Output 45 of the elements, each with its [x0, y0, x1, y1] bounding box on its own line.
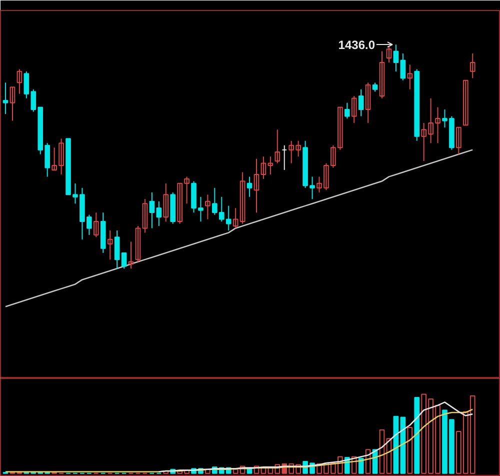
bar [414, 396, 420, 474]
candlestick [16, 68, 22, 94]
candlestick [274, 129, 280, 164]
candlestick [240, 172, 246, 224]
candlestick [205, 194, 210, 220]
candlestick [268, 156, 274, 175]
candlestick [344, 102, 350, 119]
candlestick [128, 241, 134, 270]
bar [232, 468, 238, 474]
bar [260, 466, 266, 474]
annotation: 1436.0 [338, 38, 376, 52]
bar [254, 466, 260, 474]
candlestick [163, 182, 169, 222]
candlestick [246, 176, 252, 198]
candlestick [470, 53, 476, 79]
candlestick [10, 86, 16, 122]
candlestick [58, 138, 64, 175]
candlestick [107, 230, 113, 260]
candlestick [198, 196, 204, 222]
bar [379, 429, 385, 474]
candlestick [93, 212, 99, 238]
candlestick [135, 225, 141, 262]
bar [351, 456, 357, 474]
candlestick [232, 208, 238, 229]
candlestick [121, 252, 127, 270]
candlestick [407, 64, 413, 90]
candlestick [2, 82, 8, 114]
candlestick [52, 147, 57, 170]
candlestick [114, 230, 120, 270]
bar [365, 449, 371, 474]
bar [205, 468, 210, 474]
bar [240, 466, 246, 474]
bar [407, 427, 413, 474]
candlestick [260, 156, 266, 180]
candlestick [462, 80, 468, 126]
bar [386, 438, 392, 474]
candlestick [142, 198, 148, 234]
bar [163, 470, 169, 474]
candlestick [358, 88, 364, 117]
candlestick [254, 158, 260, 214]
candlestick [212, 187, 218, 216]
candlestick [456, 126, 462, 155]
candlestick [351, 96, 357, 124]
candlestick [365, 82, 371, 124]
candlestick [379, 50, 385, 99]
